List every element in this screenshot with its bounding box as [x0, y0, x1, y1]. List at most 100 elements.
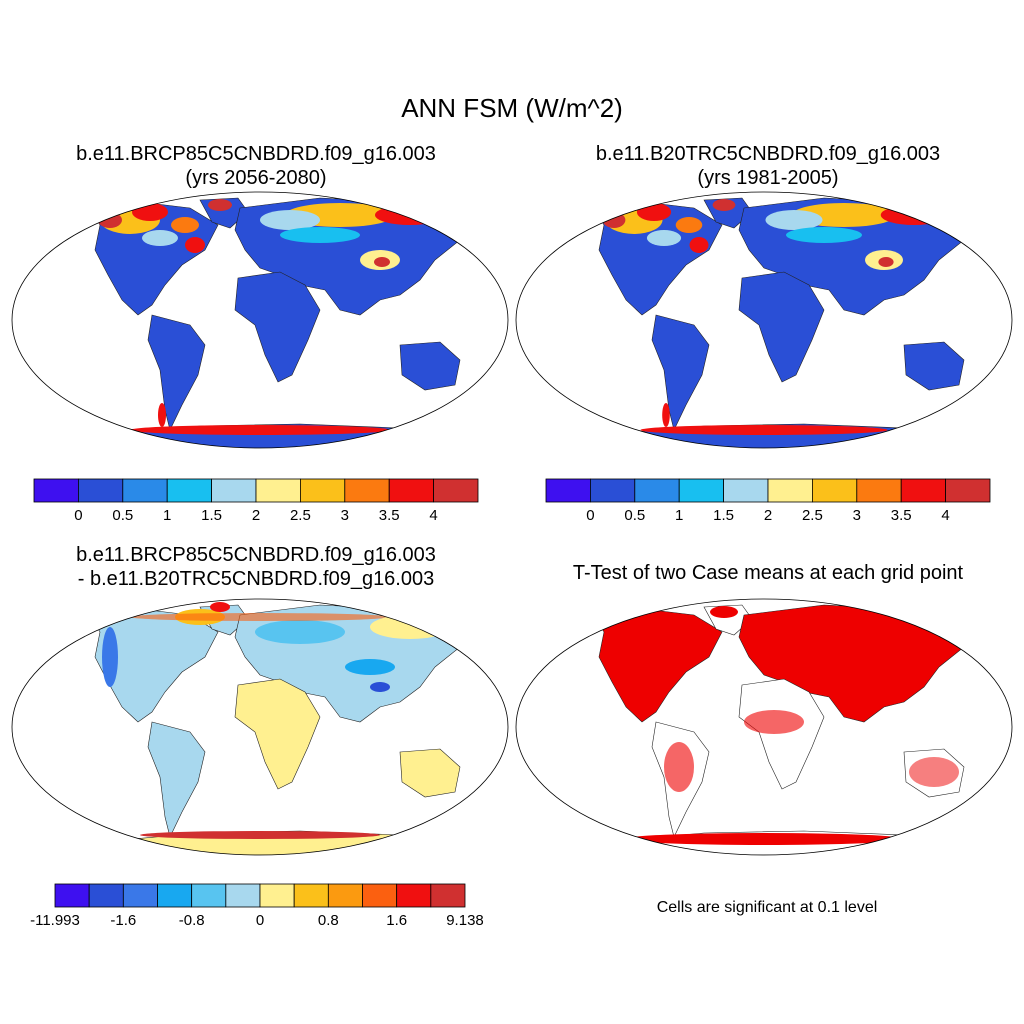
colorbar-tick-label: 3 — [853, 507, 861, 524]
data-region — [210, 602, 230, 612]
colorbar-swatch — [255, 478, 301, 503]
colorbar-swatch — [259, 883, 295, 908]
panel-title-ttest-line1: T-Test of two Case means at each grid po… — [572, 562, 964, 584]
map-border — [515, 191, 1013, 449]
colorbar-tick-label: 2 — [764, 507, 772, 524]
panel-title-future-line1: b.e11.BRCP85C5CNBDRD.f09_g16.003 — [76, 143, 436, 165]
colorbar-tick-label: 1.6 — [386, 912, 407, 929]
colorbar-swatch — [166, 478, 212, 503]
colorbar-swatch — [293, 883, 329, 908]
significance-note: Cells are significant at 0.1 level — [656, 899, 878, 916]
colorbar-historical: 0 0.5 1 1.5 2 2.5 3 3.5 4 — [545, 478, 991, 524]
data-region — [345, 659, 395, 675]
panel-title-future-line2: (yrs 2056-2080) — [185, 167, 327, 189]
colorbar-swatch — [856, 478, 902, 503]
landmass-australia — [903, 341, 965, 391]
map-border — [11, 598, 509, 856]
colorbar-swatch — [545, 478, 591, 503]
colorbar-swatch — [678, 478, 725, 503]
data-region — [132, 203, 168, 221]
colorbar-swatch — [78, 478, 124, 503]
data-region — [786, 227, 862, 243]
data-region — [98, 212, 122, 228]
data-region — [374, 257, 390, 267]
map-difference — [11, 598, 509, 856]
colorbar-swatch — [388, 478, 435, 503]
data-region — [909, 757, 959, 787]
colorbar-tick-label: 2 — [252, 507, 260, 524]
colorbar-swatch — [590, 478, 636, 503]
data-region — [636, 203, 672, 221]
data-region — [142, 230, 178, 246]
colorbar-swatch — [433, 478, 479, 503]
colorbar-swatch — [54, 883, 90, 908]
landmass-africa — [234, 271, 321, 383]
colorbar-tick-label: 0 — [586, 507, 594, 524]
data-region — [130, 613, 390, 621]
data-region — [664, 742, 694, 792]
colorbar-swatch — [88, 883, 124, 908]
colorbar-tick-label: 1.5 — [201, 507, 222, 524]
landmass-south-america — [147, 314, 206, 431]
data-region — [689, 237, 709, 253]
colorbar-tick-label: 4 — [941, 507, 949, 524]
data-region — [130, 425, 390, 435]
map-future — [11, 191, 509, 449]
colorbar-difference: -11.993 -1.6 -0.8 0 0.8 1.6 9.138 — [30, 883, 484, 929]
colorbar-future: 0 0.5 1 1.5 2 2.5 3 3.5 4 — [33, 478, 479, 524]
data-region — [208, 199, 232, 211]
data-region — [602, 212, 626, 228]
map-border — [11, 191, 509, 449]
colorbar-tick-label: 2.5 — [802, 507, 823, 524]
data-region — [640, 425, 888, 435]
colorbar-tick-label: 3 — [341, 507, 349, 524]
colorbar-swatch — [327, 883, 363, 908]
landmass-south-america — [147, 721, 206, 838]
panel-title-historical-line2: (yrs 1981-2005) — [697, 167, 839, 189]
colorbar-swatch — [344, 478, 390, 503]
landmass-africa — [738, 678, 825, 790]
data-region — [744, 710, 804, 734]
landmass-africa — [234, 678, 321, 790]
data-region — [280, 227, 360, 243]
data-region — [624, 833, 904, 845]
landmass-australia — [399, 341, 461, 391]
colorbar-swatch — [812, 478, 858, 503]
colorbar-swatch — [157, 883, 193, 908]
colorbar-tick-label: 0 — [256, 912, 264, 929]
colorbar-tick-label: 9.138 — [446, 912, 484, 929]
colorbar-swatch — [33, 478, 79, 503]
panel-title-difference-line1: b.e11.BRCP85C5CNBDRD.f09_g16.003 — [76, 544, 436, 566]
data-region — [255, 620, 345, 644]
panel-title-historical: b.e11.B20TRC5CNBDRD.f09_g16.003 (yrs 198… — [512, 142, 1024, 190]
map-historical — [515, 191, 1013, 449]
data-region — [880, 205, 948, 225]
data-region — [171, 217, 199, 233]
panel-title-historical-line1: b.e11.B20TRC5CNBDRD.f09_g16.003 — [595, 143, 941, 165]
data-region — [370, 615, 450, 639]
data-region — [158, 403, 166, 427]
colorbar-swatch — [723, 478, 769, 503]
panel-title-ttest: T-Test of two Case means at each grid po… — [512, 561, 1024, 585]
colorbar-tick-label: 0.8 — [318, 912, 339, 929]
map-border — [515, 598, 1013, 856]
colorbar-swatch — [211, 478, 257, 503]
panel-title-future: b.e11.BRCP85C5CNBDRD.f09_g16.003 (yrs 20… — [0, 142, 512, 190]
colorbar-swatch — [900, 478, 947, 503]
colorbar-swatch — [362, 883, 398, 908]
colorbar-swatch — [122, 883, 158, 908]
colorbar-swatch — [122, 478, 168, 503]
data-region — [878, 257, 894, 267]
landmass-south-america — [651, 314, 710, 431]
data-region — [375, 205, 445, 225]
panel-title-difference-line2: - b.e11.B20TRC5CNBDRD.f09_g16.003 — [77, 568, 435, 590]
data-region — [710, 606, 738, 618]
data-region — [662, 403, 670, 427]
colorbar-tick-label: 0.5 — [112, 507, 133, 524]
colorbar-swatch — [191, 883, 227, 908]
figure-title: ANN FSM (W/m^2) — [401, 93, 623, 123]
colorbar-tick-label: 1 — [675, 507, 683, 524]
colorbar-swatch — [430, 883, 466, 908]
data-region — [712, 199, 736, 211]
